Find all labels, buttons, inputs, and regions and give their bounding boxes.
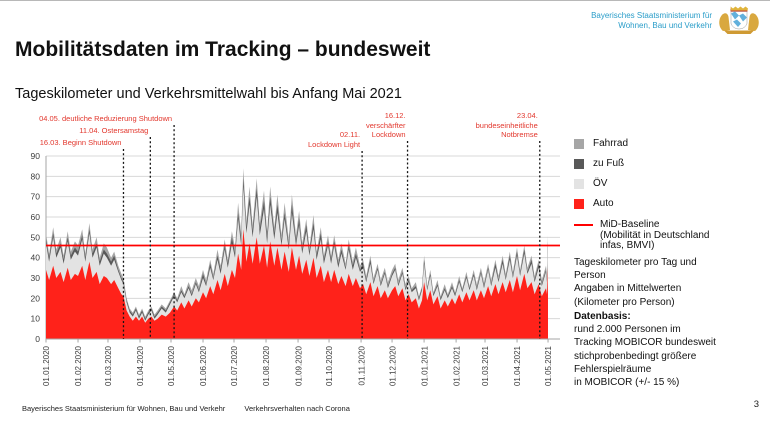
datenbasis-line: in MOBICOR (+/- 15 %) [574,377,680,389]
x-tick-label: 01.02.2020 [74,345,83,386]
y-tick-label: 10 [31,314,41,324]
ministry-name-line2: Wohnen, Bau und Verkehr [618,21,712,30]
legend-label-zu-fuss: zu Fuß [593,158,625,169]
footer-ministry: Bayerisches Staatsministerium für Wohnen… [22,404,226,413]
datenbasis-line: Fehlerspielräume [574,363,652,375]
notes-line: Angaben in Mittelwerten [574,283,682,295]
x-tick-label: 01.07.2020 [230,345,239,386]
x-tick-label: 01.09.2020 [294,345,303,386]
x-tick-label: 01.02.2021 [452,345,461,386]
y-tick-label: 30 [31,273,41,283]
footer: Bayerisches Staatsministerium für Wohnen… [22,404,350,413]
legend-swatch-auto [574,198,584,209]
legend-label-oev: ÖV [593,178,608,189]
legend-item-baseline: MiD-Baseline (Mobilität in Deutschland i… [574,219,710,252]
chart-legend: Fahrrad zu Fuß ÖV Auto MiD-Baseline (Mob… [574,138,710,252]
legend-swatch-fahrrad [574,138,584,149]
datenbasis-line: Tracking MOBICOR bundesweit [574,337,716,349]
legend-baseline-sub2: infas, BMVI) [600,240,655,252]
x-tick-label: 01.04.2021 [513,345,522,386]
footer-project: Verkehrsverhalten nach Corona [244,404,350,413]
x-tick-label: 01.05.2021 [544,345,553,386]
notes-line: Tageskilometer pro Tag und [574,257,697,268]
y-tick-label: 50 [31,232,41,242]
y-tick-label: 40 [31,253,41,263]
y-tick-label: 60 [31,212,41,222]
x-tick-label: 01.01.2020 [42,345,51,386]
y-tick-label: 70 [31,192,41,202]
legend-baseline-text: MiD-Baseline (Mobilität in Deutschland i… [600,219,710,252]
page-title: Mobilitätsdaten im Tracking – bundesweit [15,38,431,61]
x-tick-label: 01.10.2020 [325,345,334,386]
legend-label-fahrrad: Fahrrad [593,138,629,149]
x-tick-label: 01.03.2020 [104,345,113,386]
mobility-stacked-area-chart: 01.01.2020 01.02.2020 01.03.2020 01.04.2020… [31,125,560,386]
legend-baseline-sub1: (Mobilität in Deutschland [600,229,710,241]
notes-line: (Kilometer pro Person) [574,296,675,308]
ministry-name: Bayerisches Staatsministerium für Wohnen… [591,11,712,31]
legend-swatch-oev [574,178,584,189]
x-tick-label: 01.11.2020 [357,345,366,385]
y-tick-label: 0 [35,334,40,344]
notes-block: Tageskilometer pro Tag und Person Angabe… [574,256,697,309]
x-tick-label: 01.01.2021 [420,345,429,386]
x-tick-label: 01.04.2020 [136,345,145,386]
top-border-line [0,0,770,1]
page-number: 3 [753,399,759,410]
datenbasis-block: Datenbasis: rund 2.000 Personen im Track… [574,310,716,389]
notes-line: Person [574,270,606,282]
y-tick-label: 20 [31,293,41,303]
legend-item-oev: ÖV [574,178,710,189]
y-tick-label: 80 [31,171,41,181]
legend-baseline-line-swatch [574,224,593,226]
bavaria-coat-of-arms-logo [719,6,759,34]
x-tick-label: 01.08.2020 [262,345,271,386]
x-tick-label: 01.06.2020 [199,345,208,386]
legend-item-auto: Auto [574,198,710,209]
legend-label-auto: Auto [593,198,614,209]
datenbasis-line: stichprobenbedingt größere [574,350,697,362]
datenbasis-line: rund 2.000 Personen im [574,324,681,336]
chart-subtitle: Tageskilometer und Verkehrsmittelwahl bi… [15,86,402,102]
legend-item-fahrrad: Fahrrad [574,138,710,149]
legend-baseline-label: MiD-Baseline [600,219,660,230]
datenbasis-heading: Datenbasis: [574,311,631,322]
legend-item-zu-fuss: zu Fuß [574,158,710,169]
ministry-name-line1: Bayerisches Staatsministerium für [591,11,712,20]
area-series-Auto [46,229,548,339]
x-tick-label: 01.12.2020 [388,345,397,386]
x-tick-label: 01.03.2021 [481,345,490,386]
y-tick-label: 90 [31,151,41,161]
x-tick-label: 01.05.2020 [167,345,176,386]
legend-swatch-zu-fuss [574,158,584,169]
